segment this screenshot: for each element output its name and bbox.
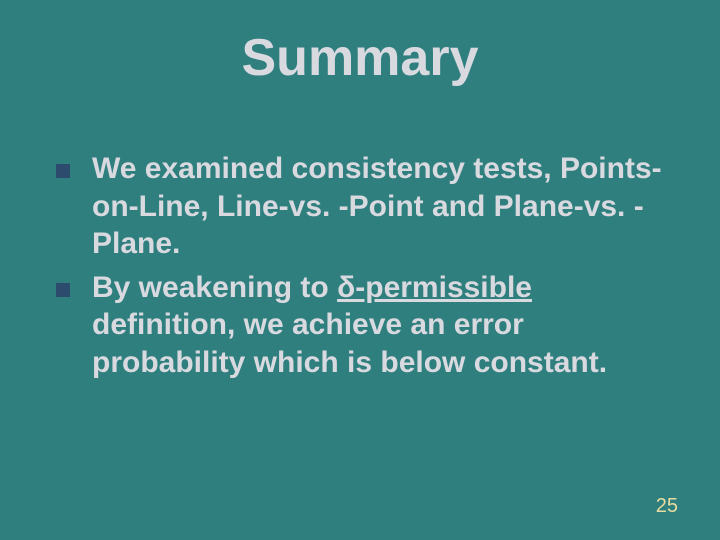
slide-title: Summary xyxy=(0,28,720,88)
bullet-row: By weakening to δ-permissible definition… xyxy=(56,269,680,382)
bullet-square-icon xyxy=(56,283,70,297)
bullet-text: By weakening to δ-permissible definition… xyxy=(92,269,680,382)
bullet-row: We examined consistency tests, Points-on… xyxy=(56,150,680,263)
slide: Summary We examined consistency tests, P… xyxy=(0,0,720,540)
bullet-list: We examined consistency tests, Points-on… xyxy=(56,150,680,387)
bullet-square-icon xyxy=(56,164,70,178)
page-number: 25 xyxy=(656,495,678,518)
bullet-text: We examined consistency tests, Points-on… xyxy=(92,150,680,263)
